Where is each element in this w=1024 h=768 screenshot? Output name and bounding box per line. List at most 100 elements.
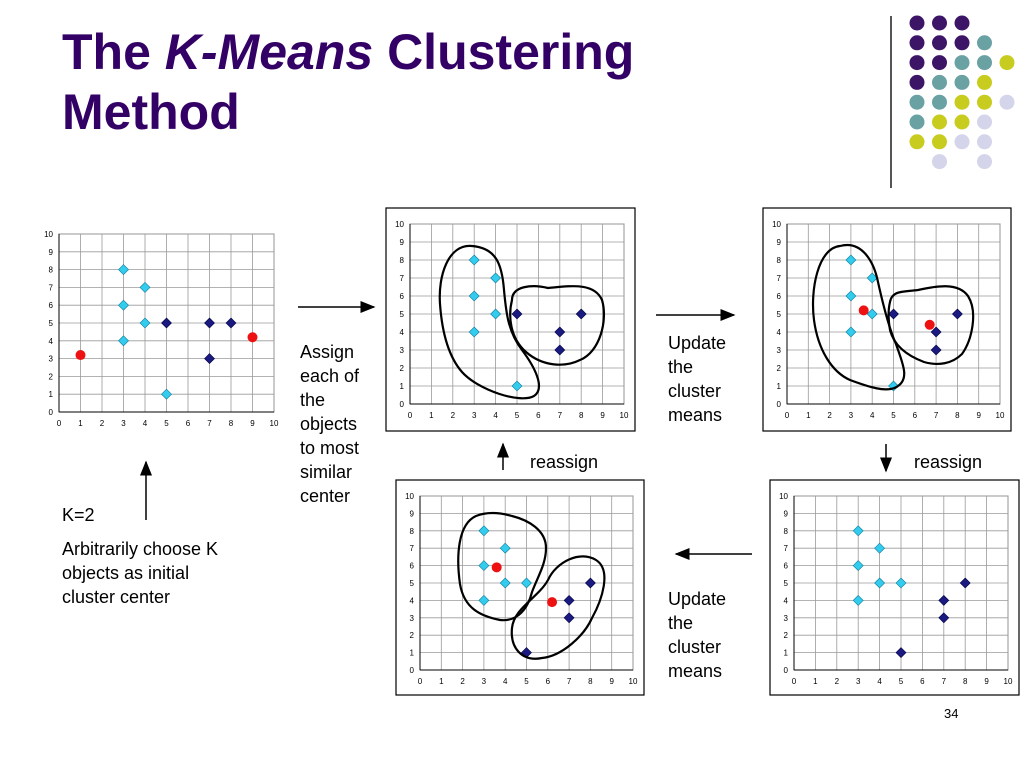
flow-arrows [140, 301, 892, 560]
decorative-dot [909, 114, 925, 130]
x-tick-label: 0 [785, 411, 790, 420]
x-tick-label: 3 [849, 411, 854, 420]
data-point-light [118, 335, 129, 347]
x-tick-label: 8 [579, 411, 584, 420]
x-tick-label: 3 [482, 677, 487, 686]
data-point-light [468, 326, 480, 338]
x-tick-label: 3 [121, 419, 126, 428]
y-tick-label: 1 [777, 382, 782, 391]
y-tick-label: 1 [410, 649, 415, 658]
y-tick-label: 0 [777, 400, 782, 409]
data-point-light [852, 594, 864, 606]
y-tick-label: 7 [410, 544, 415, 553]
decorative-dot [977, 35, 992, 51]
x-tick-label: 6 [546, 677, 551, 686]
y-tick-label: 2 [49, 372, 54, 381]
data-point-light [866, 272, 878, 284]
y-tick-label: 8 [784, 527, 789, 536]
decorative-dot [954, 114, 970, 130]
data-point-light [511, 380, 523, 392]
x-tick-label: 8 [229, 419, 234, 428]
y-tick-label: 7 [400, 274, 405, 283]
cluster-outline-left-assign [438, 244, 540, 400]
x-tick-label: 8 [588, 677, 593, 686]
y-tick-label: 7 [777, 274, 782, 283]
decorative-dot [909, 94, 925, 110]
data-point-light [852, 560, 864, 572]
y-tick-label: 3 [410, 614, 415, 623]
chart-initial-centers: 0 1 2 3 4 5 6 7 8 9 10 0 1 2 3 4 5 6 7 8 9 10 [44, 230, 279, 428]
decorative-dot [977, 154, 992, 170]
y-tick-label: 6 [400, 292, 405, 301]
decorative-dot [909, 35, 925, 51]
y-tick-label: 6 [410, 562, 415, 571]
caption-line: objects as initial [62, 563, 190, 583]
x-tick-label: 7 [207, 419, 212, 428]
x-tick-label: 2 [835, 677, 840, 686]
decorative-dot [932, 154, 947, 170]
data-point-dark [554, 344, 566, 356]
y-tick-label: 0 [410, 666, 415, 675]
data-point-light [499, 542, 511, 554]
decorative-dot [932, 94, 947, 110]
y-tick-label: 0 [49, 408, 54, 417]
data-point-light [478, 525, 490, 537]
y-tick-label: 0 [400, 400, 405, 409]
reassign-label-left: reassign [530, 452, 599, 472]
x-tick-label: 9 [250, 419, 255, 428]
y-tick-label: 9 [410, 509, 415, 518]
x-tick-label: 1 [439, 677, 444, 686]
y-tick-label: 3 [777, 346, 782, 355]
data-point-light [874, 542, 886, 554]
x-tick-label: 5 [164, 419, 169, 428]
decorative-dot [954, 94, 970, 110]
update-caption-top: Update the cluster means [668, 331, 726, 427]
decorative-dot [977, 74, 992, 90]
x-tick-label: 1 [78, 419, 83, 428]
cluster-outline-right-reassign [510, 555, 606, 660]
data-point-light [478, 560, 490, 572]
data-point-dark [951, 308, 963, 320]
x-tick-label: 6 [186, 419, 191, 428]
title-line-2: Method [62, 84, 240, 140]
cluster-outline-left-update [811, 243, 906, 391]
decorative-dot [909, 15, 925, 31]
initial-centers-caption: Arbitrarily choose K objects as initial … [62, 537, 218, 609]
caption-line: means [668, 405, 723, 425]
caption-line: cluster [668, 381, 722, 401]
decorative-dot [999, 94, 1015, 110]
decorative-dot [932, 55, 947, 71]
y-tick-label: 5 [777, 310, 782, 319]
decorative-dot [954, 55, 970, 71]
decorative-dot [909, 55, 925, 71]
decorative-dot [954, 15, 970, 31]
y-tick-label: 5 [49, 319, 54, 328]
title-emphasis: K-Means [164, 24, 374, 80]
data-point-dark [888, 308, 899, 320]
data-point-light [845, 326, 857, 338]
y-tick-label: 3 [400, 346, 405, 355]
y-tick-label: 1 [400, 382, 405, 391]
y-tick-label: 10 [779, 492, 788, 501]
x-tick-label: 6 [920, 677, 925, 686]
cluster-center [247, 332, 258, 343]
x-tick-label: 8 [963, 677, 968, 686]
x-tick-label: 6 [536, 411, 541, 420]
data-point-light [845, 254, 857, 266]
x-tick-label: 7 [567, 677, 572, 686]
data-point-light [895, 577, 907, 589]
decorative-dot [909, 74, 925, 90]
y-tick-label: 10 [405, 492, 414, 501]
decorative-dot [932, 74, 947, 90]
decorative-dot-grid [909, 15, 1015, 170]
cluster-center [858, 305, 869, 316]
x-tick-label: 1 [806, 411, 811, 420]
data-point-dark [511, 308, 523, 320]
data-point-dark [938, 594, 950, 606]
x-tick-label: 2 [460, 677, 465, 686]
data-point-dark [225, 317, 237, 329]
y-tick-label: 9 [400, 238, 405, 247]
decorative-dot [954, 134, 970, 150]
y-tick-label: 4 [49, 337, 54, 346]
